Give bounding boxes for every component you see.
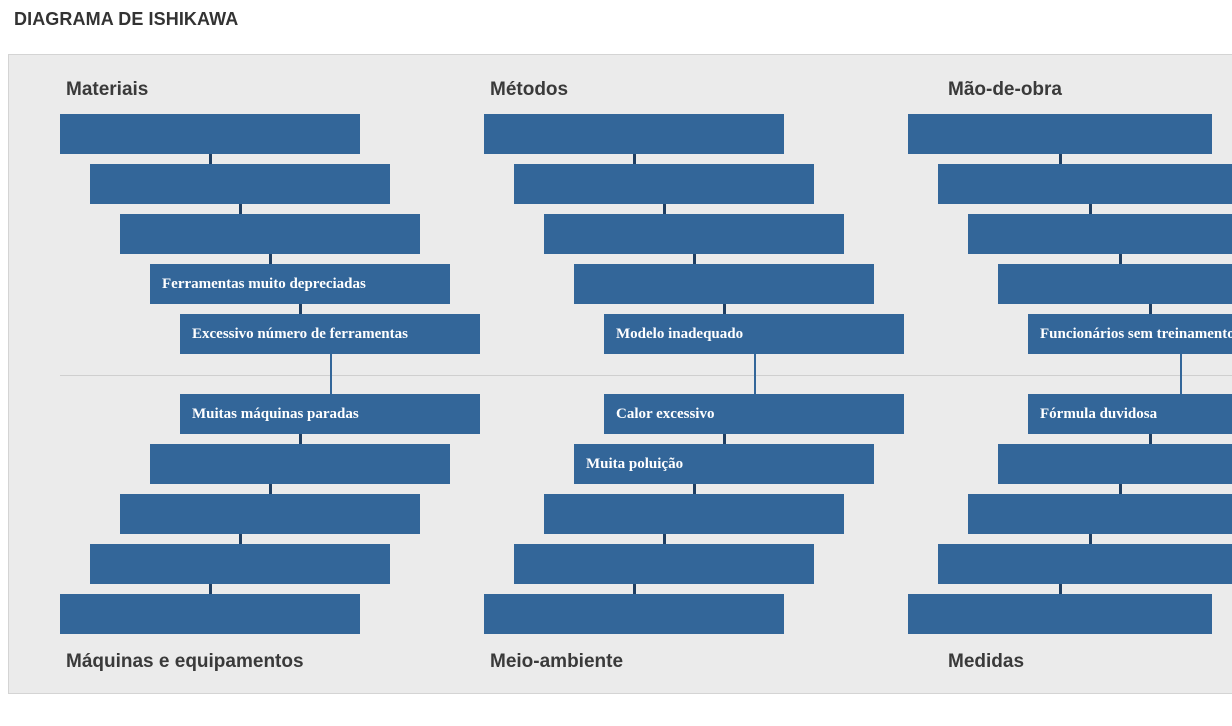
connector-materiais-2 bbox=[239, 204, 242, 214]
connector-metodos-2 bbox=[663, 204, 666, 214]
connector-meio-ambiente-1 bbox=[723, 434, 726, 444]
connector-maquinas-1 bbox=[299, 434, 302, 444]
spoke-materiais bbox=[330, 354, 332, 394]
cause-box-materiais-4[interactable]: Ferramentas muito depreciadas bbox=[150, 264, 450, 304]
cause-box-maquinas-2[interactable] bbox=[150, 444, 450, 484]
cause-box-maquinas-4[interactable] bbox=[90, 544, 390, 584]
category-title-medidas: Medidas bbox=[948, 651, 1025, 672]
cause-box-mao-de-obra-4[interactable] bbox=[998, 264, 1232, 304]
page-title: DIAGRAMA DE ISHIKAWA bbox=[14, 9, 239, 29]
cause-box-mao-de-obra-5[interactable]: Funcionários sem treinamento bbox=[1028, 314, 1232, 354]
cause-box-medidas-2[interactable] bbox=[998, 444, 1232, 484]
connector-mao-de-obra-2 bbox=[1089, 204, 1092, 214]
cause-box-materiais-3[interactable] bbox=[120, 214, 420, 254]
category-title-maquinas: Máquinas e equipamentos bbox=[66, 651, 304, 672]
cause-box-metodos-1[interactable] bbox=[484, 114, 784, 154]
connector-medidas-3 bbox=[1089, 534, 1092, 544]
connector-medidas-4 bbox=[1059, 584, 1062, 594]
category-title-meio-ambiente: Meio-ambiente bbox=[490, 651, 624, 672]
cause-box-medidas-3[interactable] bbox=[968, 494, 1232, 534]
fish-spine bbox=[60, 375, 1232, 376]
cause-box-materiais-2[interactable] bbox=[90, 164, 390, 204]
connector-meio-ambiente-4 bbox=[633, 584, 636, 594]
connector-medidas-1 bbox=[1149, 434, 1152, 444]
cause-box-medidas-1[interactable]: Fórmula duvidosa bbox=[1028, 394, 1232, 434]
category-title-materiais: Materiais bbox=[66, 79, 149, 100]
cause-box-maquinas-5[interactable] bbox=[60, 594, 360, 634]
cause-box-metodos-3[interactable] bbox=[544, 214, 844, 254]
cause-box-metodos-5[interactable]: Modelo inadequado bbox=[604, 314, 904, 354]
cause-box-meio-ambiente-2[interactable]: Muita poluição bbox=[574, 444, 874, 484]
connector-medidas-2 bbox=[1119, 484, 1122, 494]
cause-box-meio-ambiente-5[interactable] bbox=[484, 594, 784, 634]
cause-box-meio-ambiente-4[interactable] bbox=[514, 544, 814, 584]
connector-materiais-1 bbox=[209, 154, 212, 164]
cause-box-meio-ambiente-3[interactable] bbox=[544, 494, 844, 534]
cause-box-metodos-4[interactable] bbox=[574, 264, 874, 304]
connector-metodos-4 bbox=[723, 304, 726, 314]
cause-box-mao-de-obra-3[interactable] bbox=[968, 214, 1232, 254]
cause-box-materiais-1[interactable] bbox=[60, 114, 360, 154]
cause-box-mao-de-obra-2[interactable] bbox=[938, 164, 1232, 204]
cause-box-maquinas-3[interactable] bbox=[120, 494, 420, 534]
category-title-metodos: Métodos bbox=[490, 79, 569, 100]
connector-mao-de-obra-3 bbox=[1119, 254, 1122, 264]
category-title-mao-de-obra: Mão-de-obra bbox=[948, 79, 1062, 100]
cause-box-metodos-2[interactable] bbox=[514, 164, 814, 204]
spoke-metodos bbox=[754, 354, 756, 394]
connector-materiais-4 bbox=[299, 304, 302, 314]
connector-mao-de-obra-4 bbox=[1149, 304, 1152, 314]
cause-box-mao-de-obra-1[interactable] bbox=[908, 114, 1212, 154]
connector-materiais-3 bbox=[269, 254, 272, 264]
connector-maquinas-4 bbox=[209, 584, 212, 594]
cause-box-meio-ambiente-1[interactable]: Calor excessivo bbox=[604, 394, 904, 434]
cause-box-medidas-5[interactable] bbox=[908, 594, 1212, 634]
connector-metodos-1 bbox=[633, 154, 636, 164]
spoke-mao-de-obra bbox=[1180, 354, 1182, 394]
connector-meio-ambiente-3 bbox=[663, 534, 666, 544]
ishikawa-panel bbox=[8, 54, 1232, 694]
connector-maquinas-2 bbox=[269, 484, 272, 494]
cause-box-medidas-4[interactable] bbox=[938, 544, 1232, 584]
cause-box-materiais-5[interactable]: Excessivo número de ferramentas bbox=[180, 314, 480, 354]
connector-meio-ambiente-2 bbox=[693, 484, 696, 494]
connector-metodos-3 bbox=[693, 254, 696, 264]
connector-maquinas-3 bbox=[239, 534, 242, 544]
connector-mao-de-obra-1 bbox=[1059, 154, 1062, 164]
cause-box-maquinas-1[interactable]: Muitas máquinas paradas bbox=[180, 394, 480, 434]
